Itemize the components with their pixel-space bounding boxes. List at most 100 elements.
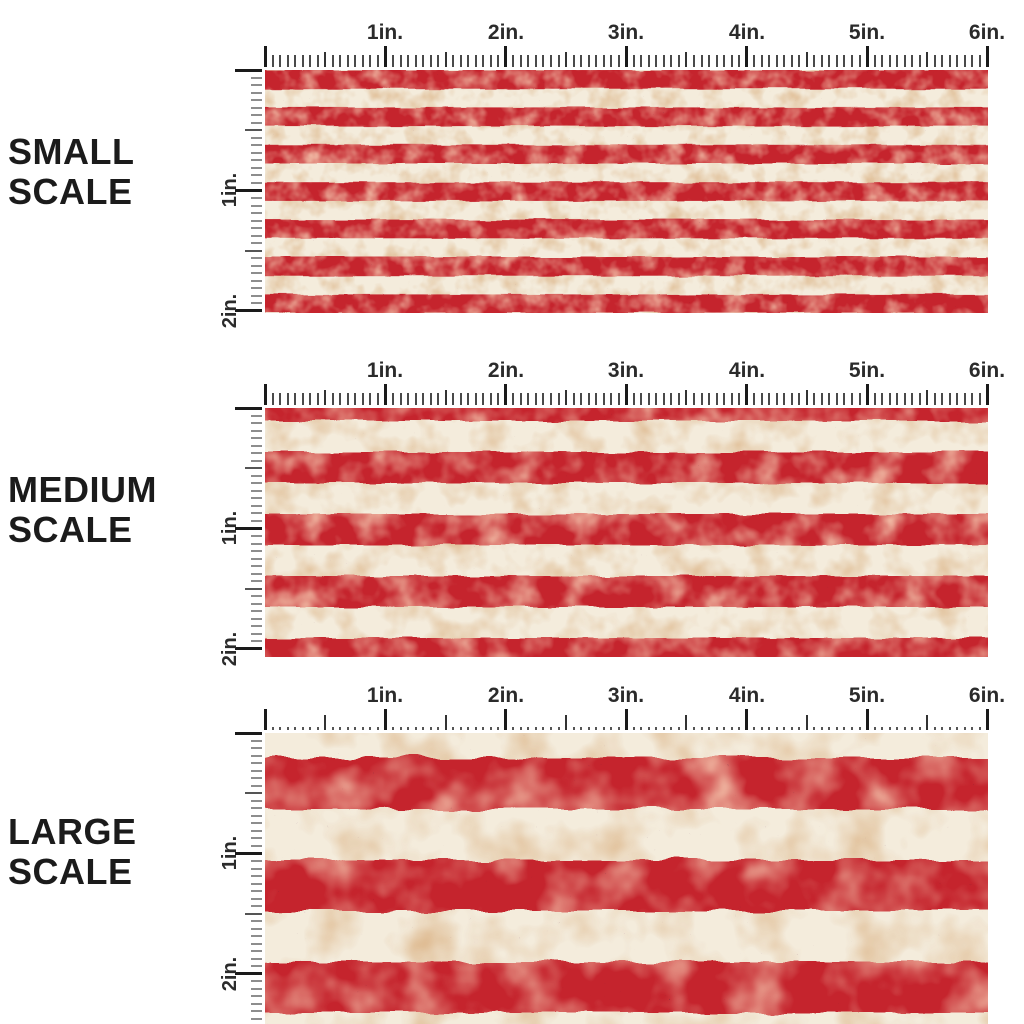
minor-tick [903, 55, 906, 67]
half-inch-tick [805, 52, 808, 67]
minor-tick-dot [617, 727, 620, 730]
minor-tick [251, 504, 262, 507]
minor-tick [662, 393, 665, 405]
minor-tick-dot [963, 727, 966, 730]
half-inch-tick [444, 390, 447, 405]
minor-tick-dot [557, 727, 560, 730]
minor-tick [251, 602, 262, 605]
minor-tick [941, 55, 944, 67]
minor-tick [640, 393, 643, 405]
red-stripe-layer [265, 70, 988, 313]
inch-label: 4in. [728, 359, 766, 382]
minor-tick [251, 444, 262, 447]
minor-tick [798, 55, 801, 67]
minor-tick [858, 55, 861, 67]
minor-tick [251, 739, 262, 742]
minor-tick [858, 393, 861, 405]
minor-tick [251, 769, 262, 772]
inch-label: 1in. [366, 684, 404, 707]
half-inch-tick [245, 587, 262, 590]
minor-tick [286, 393, 289, 405]
inch-tick [504, 46, 508, 67]
minor-tick [251, 482, 262, 485]
minor-tick [835, 55, 838, 67]
inch-tick [745, 709, 749, 730]
minor-tick [429, 393, 432, 405]
minor-tick-dot [489, 727, 492, 730]
minor-tick [753, 393, 756, 405]
inch-label-vertical: 1in. [219, 173, 241, 208]
inch-tick [263, 384, 267, 405]
minor-tick [301, 393, 304, 405]
minor-tick-dot [361, 727, 364, 730]
minor-tick [369, 55, 372, 67]
minor-tick-dot [527, 727, 530, 730]
minor-tick [271, 55, 274, 67]
half-inch-tick [444, 715, 447, 730]
minor-tick [851, 55, 853, 67]
minor-tick-dot [316, 727, 319, 730]
minor-tick-dot [595, 727, 598, 730]
minor-tick [512, 55, 515, 67]
minor-tick [602, 393, 605, 405]
minor-tick-dot [783, 727, 786, 730]
minor-tick-dot [422, 727, 424, 730]
minor-tick [251, 859, 262, 862]
minor-tick [251, 257, 262, 260]
minor-tick [459, 393, 462, 405]
minor-tick-dot [414, 727, 417, 730]
inch-label: 1in. [366, 21, 404, 44]
half-inch-tick [685, 390, 688, 405]
minor-tick-dot [542, 727, 545, 730]
red-stripe [265, 408, 988, 421]
minor-tick [677, 55, 680, 67]
minor-tick [251, 837, 262, 840]
half-inch-tick [245, 912, 262, 915]
minor-tick [708, 393, 710, 405]
minor-tick [251, 762, 262, 765]
minor-tick [251, 534, 262, 537]
minor-tick [700, 393, 703, 405]
minor-tick [294, 393, 297, 405]
scale-label-line: SCALE [8, 509, 133, 550]
minor-tick [978, 55, 981, 67]
minor-tick [251, 557, 262, 560]
minor-tick [760, 55, 763, 67]
minor-tick [550, 393, 552, 405]
inch-tick [235, 526, 262, 530]
minor-tick [251, 302, 262, 305]
half-inch-tick [926, 715, 929, 730]
minor-tick [376, 55, 379, 67]
inch-label: 4in. [728, 21, 766, 44]
inch-label: 3in. [607, 21, 645, 44]
minor-tick [251, 212, 262, 214]
minor-tick-dot [820, 727, 823, 730]
minor-tick-dot [933, 727, 936, 730]
minor-tick [670, 55, 673, 67]
minor-tick [251, 897, 262, 900]
minor-tick [251, 1002, 262, 1005]
minor-tick [647, 55, 650, 67]
inch-label-vertical: 2in. [219, 631, 241, 667]
minor-tick [429, 55, 432, 67]
minor-tick [251, 459, 262, 462]
minor-tick [316, 55, 319, 67]
half-inch-tick [324, 390, 327, 405]
minor-tick [309, 393, 312, 405]
minor-tick [251, 980, 262, 983]
minor-tick [422, 55, 424, 67]
minor-tick [527, 393, 530, 405]
minor-tick-dot [813, 727, 816, 730]
minor-tick [339, 55, 342, 67]
minor-tick [519, 55, 522, 67]
minor-tick-dot [294, 727, 297, 730]
minor-tick-dot [911, 727, 914, 730]
inch-tick [504, 384, 508, 405]
minor-tick [617, 393, 620, 405]
minor-tick [941, 393, 944, 405]
red-stripe [265, 638, 988, 657]
minor-tick [251, 114, 262, 117]
minor-tick [783, 55, 786, 67]
minor-tick [346, 55, 349, 67]
minor-tick-dot [587, 727, 590, 730]
